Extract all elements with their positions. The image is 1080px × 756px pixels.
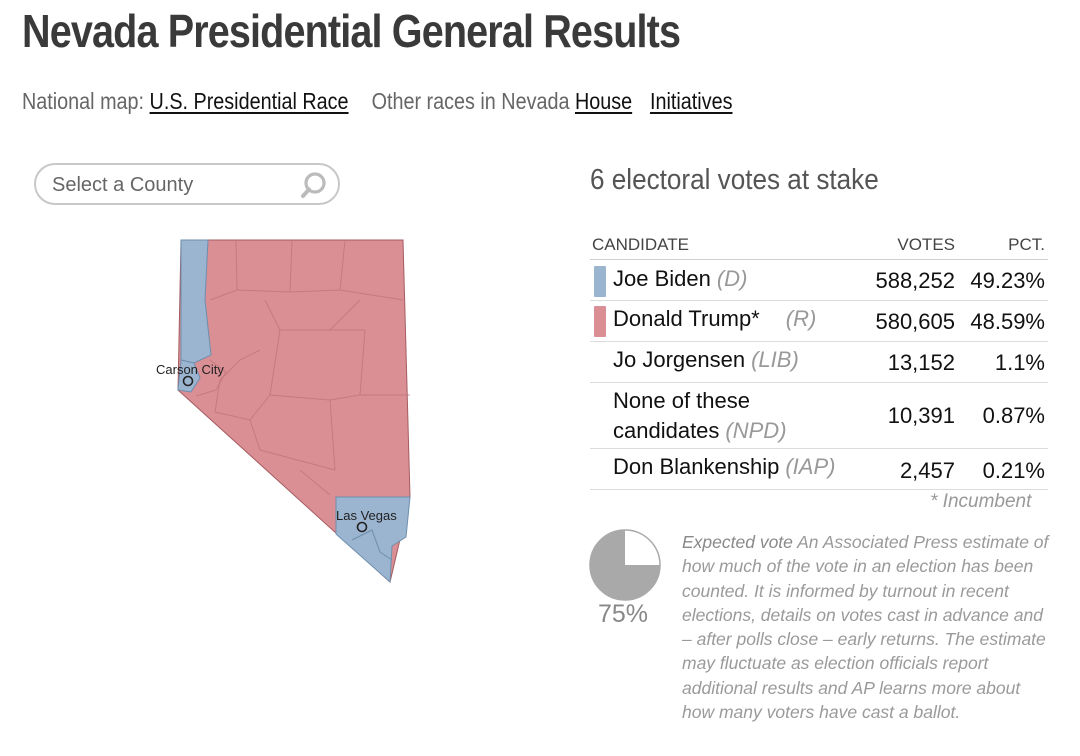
clark-inner-border	[351, 529, 393, 561]
county-search-input[interactable]	[52, 171, 292, 199]
county-borders	[195, 239, 410, 496]
nav-links: National map: U.S. Presidential Race Oth…	[22, 88, 732, 115]
map-svg	[177, 239, 411, 584]
candidate-pct: 0.21%	[982, 458, 1045, 483]
votes-column-header: VOTES	[897, 235, 955, 254]
county-search[interactable]	[34, 163, 340, 205]
other-races-label: Other races in Nevada	[371, 88, 570, 114]
candidate-votes: 580,605	[875, 309, 955, 334]
page-title: Nevada Presidential General Results	[22, 5, 681, 57]
candidate-votes: 13,152	[887, 350, 955, 375]
us-presidential-race-link[interactable]: U.S. Presidential Race	[149, 88, 349, 114]
house-link[interactable]: House	[574, 88, 633, 114]
pct-column-header: PCT.	[1008, 235, 1045, 254]
nevada-county-map[interactable]: Carson City Las Vegas	[150, 236, 420, 592]
carson-city-label: Carson City	[156, 362, 224, 377]
candidate-pct: 48.59%	[970, 309, 1045, 334]
candidate-column-header: CANDIDATE	[592, 235, 689, 254]
pie-counted-slice	[590, 530, 660, 600]
expected-vote-pie	[588, 528, 662, 602]
carson-city-marker[interactable]	[182, 375, 194, 387]
candidate-row-none-of-these: None of these candidates (NPD) 10,391 0.8…	[590, 383, 1048, 449]
candidate-row-trump: Donald Trump* (R) 580,605 48.59%	[590, 301, 1048, 342]
rep-swatch	[594, 306, 606, 337]
candidate-row-biden: Joe Biden (D) 588,252 49.23%	[590, 260, 1048, 301]
las-vegas-marker[interactable]	[356, 521, 368, 533]
national-map-label: National map:	[22, 88, 145, 114]
candidate-name: Jo Jorgensen (LIB)	[613, 347, 799, 372]
candidate-votes: 588,252	[875, 268, 955, 293]
expected-vote-note: Expected vote An Associated Press estima…	[682, 530, 1050, 724]
candidate-row-blankenship: Don Blankenship (IAP) 2,457 0.21%	[590, 449, 1048, 490]
candidate-name: Don Blankenship (IAP)	[613, 454, 836, 479]
clark-county[interactable]	[335, 496, 411, 584]
electoral-votes-heading: 6 electoral votes at stake	[590, 164, 879, 196]
candidate-votes: 2,457	[899, 458, 955, 483]
candidate-name: None of these candidates (NPD)	[613, 388, 787, 443]
candidate-row-jorgensen: Jo Jorgensen (LIB) 13,152 1.1%	[590, 342, 1048, 383]
candidate-pct: 1.1%	[994, 350, 1045, 375]
expected-vote-text: An Associated Press estimate of how much…	[682, 532, 1049, 723]
dem-swatch	[594, 266, 606, 297]
las-vegas-label: Las Vegas	[336, 508, 397, 523]
search-icon[interactable]	[300, 171, 328, 199]
expected-vote-percent: 75%	[598, 600, 649, 628]
pie-svg	[589, 529, 661, 601]
expected-vote-label: Expected vote	[682, 532, 793, 552]
candidate-votes: 10,391	[887, 403, 955, 428]
results-header: CANDIDATE VOTES PCT.	[590, 233, 1048, 260]
incumbent-note: * Incumbent	[930, 491, 1032, 512]
initiatives-link[interactable]: Initiatives	[650, 88, 733, 114]
candidate-name: Donald Trump* (R)	[613, 306, 817, 331]
candidate-pct: 0.87%	[982, 403, 1045, 428]
results-table: CANDIDATE VOTES PCT. Joe Biden (D) 588,25…	[590, 233, 1048, 490]
candidate-pct: 49.23%	[970, 268, 1045, 293]
candidate-name: Joe Biden (D)	[613, 266, 748, 291]
